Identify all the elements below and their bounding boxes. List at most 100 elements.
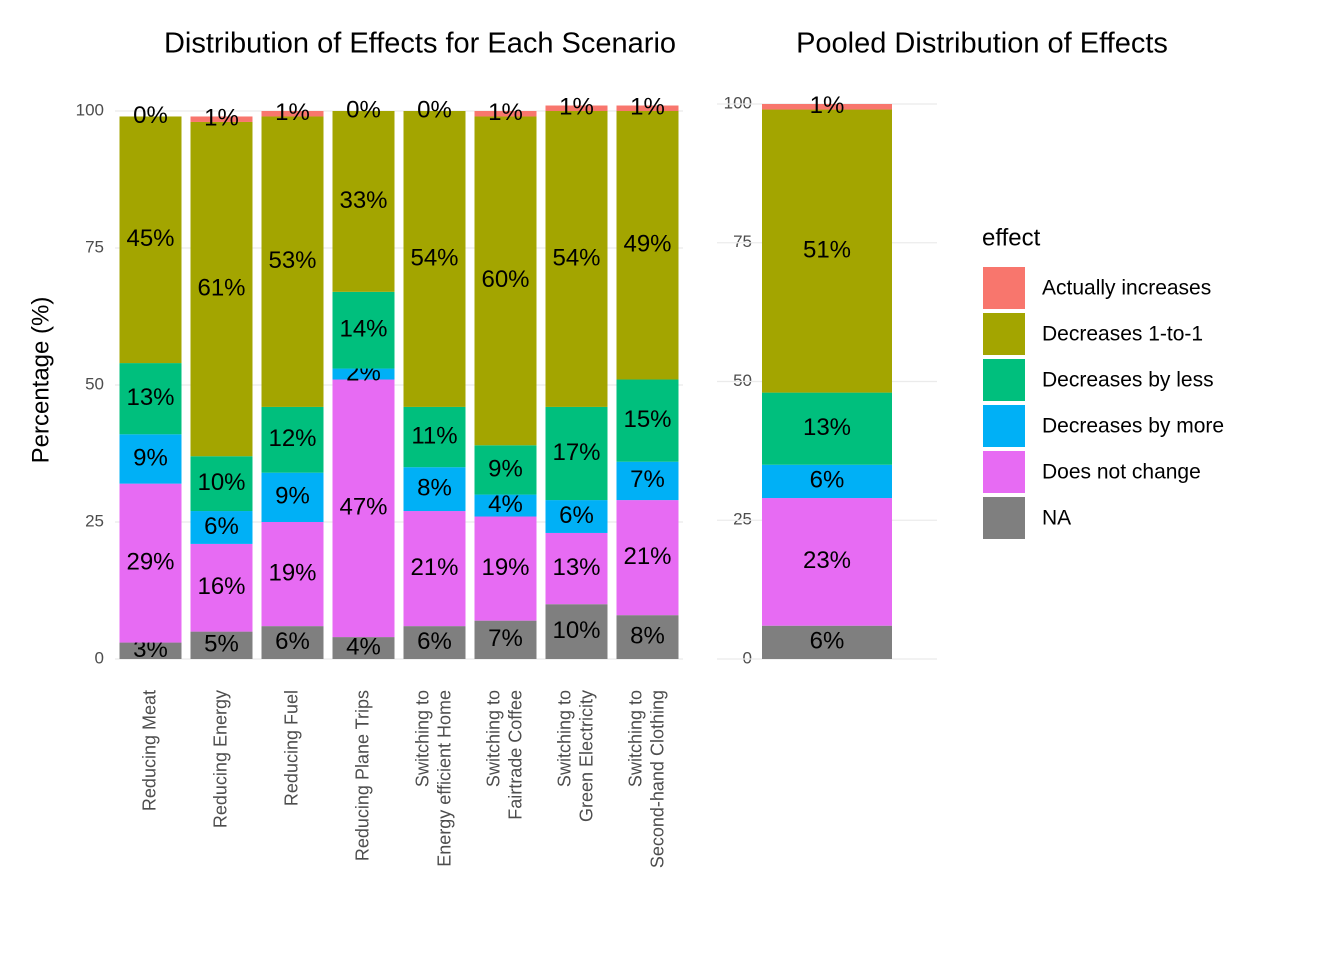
value-label: 11% — [411, 422, 457, 449]
bar-segment — [403, 111, 466, 407]
x-tick-label: Reducing Plane Trips — [352, 690, 372, 861]
bar-segment — [545, 604, 608, 659]
x-tick-label-line: Energy efficient Home — [434, 690, 454, 867]
x-tick-label-line: Green Electricity — [576, 690, 596, 822]
bar-segment — [616, 500, 679, 616]
bar-segment — [616, 379, 679, 462]
y-tick-label: 75 — [85, 237, 104, 256]
y-tick-label: 100 — [724, 93, 752, 112]
y-tick-label: 25 — [85, 511, 104, 530]
value-label: 8% — [417, 474, 452, 501]
x-tick-label: Switching to Fairtrade Coffee — [483, 690, 525, 820]
bar-segment — [545, 500, 608, 533]
value-label: 51% — [803, 236, 851, 263]
value-label: 6% — [275, 628, 310, 655]
bar-segment — [474, 620, 537, 659]
value-label: 15% — [623, 406, 671, 433]
bar-segment — [119, 483, 182, 643]
bar-segment — [261, 406, 324, 473]
value-label: 13% — [126, 384, 174, 411]
legend-label: NA — [1042, 507, 1071, 530]
legend-key — [983, 359, 1025, 401]
x-tick-label: Reducing Energy — [210, 690, 230, 828]
bar-segment — [762, 464, 892, 499]
value-label: 47% — [339, 494, 387, 521]
x-tick-label-line: Switching to — [483, 690, 503, 787]
bar-segment — [119, 642, 182, 659]
value-label: 0% — [346, 96, 381, 123]
value-label: 21% — [623, 543, 671, 570]
value-label: 16% — [197, 573, 245, 600]
y-tick-label: 75 — [733, 232, 752, 251]
value-label: 4% — [346, 633, 381, 660]
value-label: 4% — [488, 491, 523, 518]
bar-segment — [261, 472, 324, 522]
legend-label: Decreases 1-to-1 — [1042, 323, 1203, 346]
bar-segment — [261, 626, 324, 659]
value-label: 10% — [197, 469, 245, 496]
bar-segment — [403, 467, 466, 512]
bar-segment — [190, 511, 253, 544]
value-label: 6% — [810, 628, 845, 655]
bar-segment — [403, 511, 466, 627]
x-tick-label-line: Switching to — [412, 690, 432, 787]
value-label: 1% — [275, 99, 310, 126]
value-label: 13% — [552, 554, 600, 581]
value-label: 29% — [126, 548, 174, 575]
legend-key — [983, 497, 1025, 539]
value-label: 6% — [810, 467, 845, 494]
x-tick-label-line: Switching to — [554, 690, 574, 787]
bar-segment — [190, 116, 253, 122]
bar-segment — [474, 445, 537, 495]
bar-segment — [616, 111, 679, 380]
x-tick-label-line: Fairtrade Coffee — [505, 690, 525, 820]
x-tick-label-line: Switching to — [625, 690, 645, 787]
bar-segment — [190, 121, 253, 457]
value-label: 1% — [630, 94, 665, 121]
value-label: 1% — [810, 92, 845, 119]
x-tick-label: Switching to Green Electricity — [554, 690, 596, 822]
y-tick-label: 0 — [95, 648, 104, 667]
value-label: 54% — [410, 244, 458, 271]
value-label: 0% — [417, 96, 452, 123]
x-tick-label-line: Reducing Energy — [210, 690, 230, 828]
x-tick-label-line: Reducing Meat — [139, 690, 159, 811]
legend-label: Does not change — [1042, 461, 1201, 484]
bar-segment — [190, 631, 253, 659]
value-label: 6% — [559, 502, 594, 529]
value-label: 10% — [552, 617, 600, 644]
bar-segment — [762, 498, 892, 626]
bar-segment — [762, 392, 892, 465]
bar-segment — [261, 116, 324, 407]
value-label: 9% — [133, 444, 168, 471]
legend-title: effect — [982, 224, 1041, 251]
value-label: 7% — [630, 466, 665, 493]
x-tick-label-line: Second-hand Clothing — [647, 690, 667, 868]
bar-segment — [616, 615, 679, 659]
x-tick-label: Reducing Meat — [139, 690, 159, 811]
bar-segment — [545, 406, 608, 501]
bar-segment — [762, 625, 892, 659]
value-label: 61% — [197, 274, 245, 301]
x-tick-label: Switching to Second-hand Clothing — [625, 690, 667, 868]
legend-key — [983, 451, 1025, 493]
legend-label: Actually increases — [1042, 277, 1211, 300]
bar-segment — [332, 368, 395, 380]
value-label: 60% — [481, 266, 529, 293]
y-tick-label: 25 — [733, 510, 752, 529]
bar-segment — [545, 532, 608, 605]
value-label: 45% — [126, 225, 174, 252]
value-label: 53% — [268, 247, 316, 274]
legend-key — [983, 405, 1025, 447]
value-label: 19% — [481, 554, 529, 581]
bar-segment — [545, 111, 608, 407]
legend-key — [983, 267, 1025, 309]
value-label: 17% — [552, 439, 600, 466]
bar-segment — [190, 456, 253, 512]
bar-segment — [616, 461, 679, 501]
y-tick-label: 100 — [76, 100, 104, 119]
chart-title: Distribution of Effects for Each Scenari… — [164, 28, 676, 60]
value-label: 13% — [803, 414, 851, 441]
y-axis-label: Percentage (%) — [27, 297, 54, 464]
